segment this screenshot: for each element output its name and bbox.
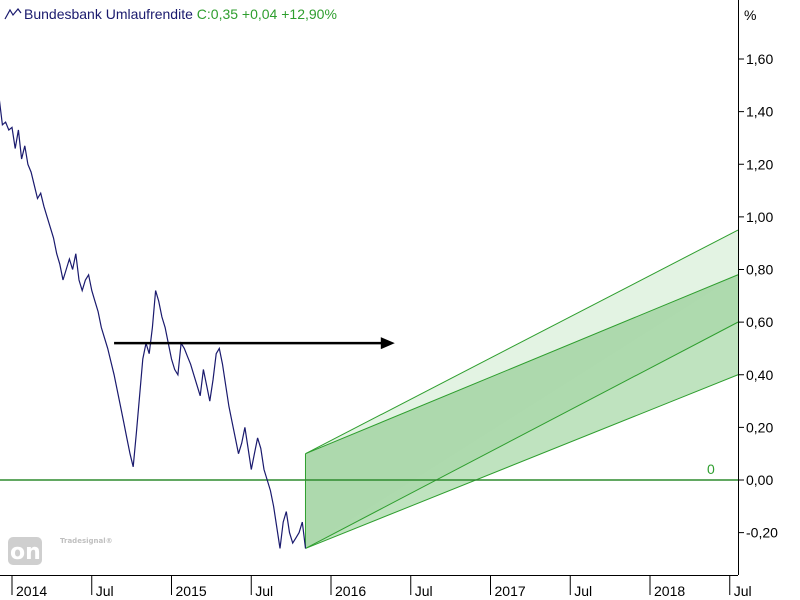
series-line <box>0 100 307 549</box>
channel-line <box>305 274 739 455</box>
y-tick-label: 0,20 <box>746 419 773 435</box>
x-axis: 2014 Jul 2015 Jul 2016 Jul 2017 Jul 2018 Jul <box>11 575 752 599</box>
x-tick-label: Jul <box>255 583 273 599</box>
legend-series-name: Bundesbank Umlaufrendite <box>24 6 193 22</box>
y-axis: 1,60 1,40 1,20 1,00 0,80 0,60 0,40 0,20 0,00 -0,2… <box>738 51 778 541</box>
tradesignal-watermark: onLine Tradesignal® <box>8 537 113 565</box>
horizontal-arrow <box>114 337 395 350</box>
zero-line-label: 0 <box>707 461 715 477</box>
y-tick-label: 1,60 <box>746 51 773 67</box>
x-tick-label: 2016 <box>335 583 366 599</box>
chart-frame <box>0 0 739 576</box>
x-tick-label: 2014 <box>16 583 47 599</box>
x-tick-label: 2015 <box>176 583 207 599</box>
y-unit-label: % <box>744 7 756 23</box>
channel-line <box>305 374 739 549</box>
y-tick-label: 1,20 <box>746 156 773 172</box>
y-tick-label: -0,20 <box>746 525 778 541</box>
arrow-head <box>380 337 395 350</box>
x-tick-label: Jul <box>96 583 114 599</box>
x-tick-label: 2017 <box>495 583 526 599</box>
channel-line <box>305 321 739 549</box>
x-tick-label: Jul <box>415 583 433 599</box>
legend-values: C:0,35 +0,04 +12,90% <box>196 6 337 22</box>
y-tick-label: 0,00 <box>746 472 773 488</box>
y-tick-label: 0,40 <box>746 367 773 383</box>
watermark-brand: onLine <box>10 540 93 565</box>
watermark-sub: Tradesignal® <box>60 537 113 545</box>
channel-line <box>305 229 739 455</box>
trend-channel <box>304 229 739 549</box>
line-chart-icon <box>4 8 22 20</box>
chart-legend: Bundesbank Umlaufrendite C:0,35 +0,04 +1… <box>4 6 337 22</box>
y-tick-label: 1,00 <box>746 209 773 225</box>
y-tick-label: 0,80 <box>746 262 773 278</box>
x-tick-label: Jul <box>574 583 592 599</box>
y-tick-label: 1,40 <box>746 104 773 120</box>
x-tick-label: 2018 <box>654 583 685 599</box>
channel-band-inner <box>305 274 738 549</box>
y-tick-label: 0,60 <box>746 314 773 330</box>
x-tick-label: Jul <box>734 583 752 599</box>
yield-series <box>0 100 307 549</box>
